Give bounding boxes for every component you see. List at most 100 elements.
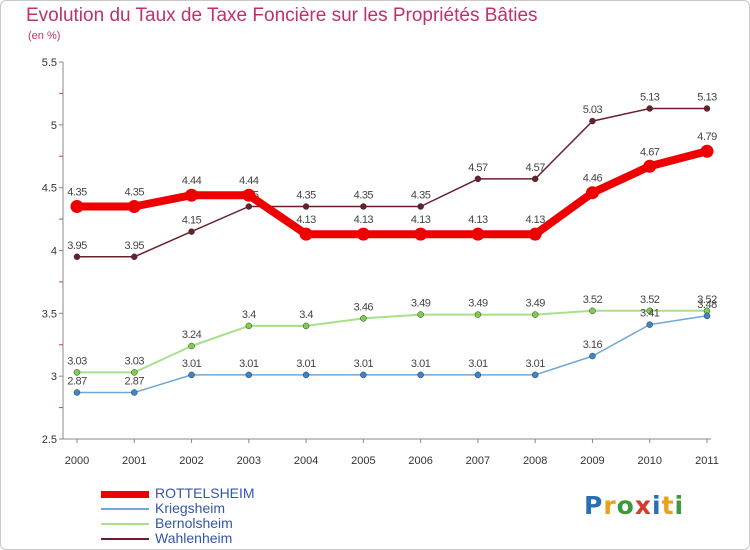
data-label-wahlenheim: 4.35 xyxy=(354,190,374,202)
data-point-rottelsheim xyxy=(127,200,141,214)
data-point-bernolsheim xyxy=(302,322,310,330)
data-point-rottelsheim xyxy=(414,227,428,241)
y-tick-label: 2.5 xyxy=(42,434,57,446)
logo-letter: P xyxy=(584,491,604,520)
data-point-kriegsheim xyxy=(531,371,539,379)
data-point-rottelsheim xyxy=(299,227,313,241)
legend-swatch xyxy=(101,523,149,525)
data-label-kriegsheim: 3.48 xyxy=(697,299,717,311)
data-point-bernolsheim xyxy=(531,311,539,318)
series-line-bernolsheim xyxy=(76,309,708,374)
data-label-rottelsheim: 4.13 xyxy=(354,214,374,226)
data-label-wahlenheim: 4.15 xyxy=(182,215,202,227)
data-point-wahlenheim xyxy=(589,117,596,125)
data-label-bernolsheim: 3.52 xyxy=(697,294,717,306)
data-point-rottelsheim xyxy=(585,186,599,200)
data-point-wahlenheim xyxy=(360,203,367,210)
x-tick-label: 2009 xyxy=(580,455,604,467)
x-tick-label: 2000 xyxy=(65,455,89,467)
logo-letter: x xyxy=(634,491,652,520)
data-point-bernolsheim xyxy=(417,311,424,318)
data-label-bernolsheim: 3.46 xyxy=(354,301,374,313)
data-label-kriegsheim: 2.87 xyxy=(67,376,87,388)
series-line-kriegsheim xyxy=(76,315,708,394)
data-label-wahlenheim: 3.95 xyxy=(67,240,87,252)
series-wahlenheim: 3.95 3.95 4.15 4.35 4.35 4.35 4.35 4.57 4.57 5.03… xyxy=(67,91,718,261)
data-label-wahlenheim: 4.35 xyxy=(296,190,316,202)
x-tick-label: 2011 xyxy=(695,455,719,467)
data-point-kriegsheim xyxy=(474,371,482,379)
data-label-rottelsheim: 4.46 xyxy=(583,173,603,185)
data-label-kriegsheim: 3.01 xyxy=(239,358,259,370)
data-point-bernolsheim xyxy=(188,342,195,350)
data-point-bernolsheim xyxy=(589,307,596,315)
data-point-kriegsheim xyxy=(245,371,253,379)
x-tick-label: 2003 xyxy=(237,455,261,467)
data-label-wahlenheim: 4.35 xyxy=(411,190,431,202)
data-label-wahlenheim: 5.03 xyxy=(583,104,603,116)
data-label-kriegsheim: 3.01 xyxy=(296,358,316,370)
data-label-kriegsheim: 3.16 xyxy=(583,339,603,351)
data-label-bernolsheim: 3.49 xyxy=(411,298,431,310)
data-label-bernolsheim: 3.4 xyxy=(299,309,313,321)
data-point-wahlenheim xyxy=(531,175,539,183)
data-label-kriegsheim: 3.01 xyxy=(354,358,374,370)
data-label-kriegsheim: 3.01 xyxy=(182,358,202,370)
logo-letter: i xyxy=(652,491,662,520)
legend-label: Bernolsheim xyxy=(155,515,233,531)
data-point-wahlenheim xyxy=(646,105,653,112)
legend-label: Kriegsheim xyxy=(155,500,226,516)
data-label-rottelsheim: 4.35 xyxy=(125,187,145,199)
data-point-bernolsheim xyxy=(646,307,653,315)
data-point-rottelsheim xyxy=(471,227,485,241)
proxiti-logo: Proxiti xyxy=(584,491,684,520)
data-point-kriegsheim xyxy=(131,389,138,396)
data-label-wahlenheim: 5.13 xyxy=(640,91,660,103)
data-label-kriegsheim: 3.01 xyxy=(411,358,431,370)
data-label-kriegsheim: 2.87 xyxy=(125,376,145,388)
logo-letter: i xyxy=(674,491,685,520)
y-tick-label: 5 xyxy=(51,120,57,132)
data-label-wahlenheim: 4.57 xyxy=(468,162,488,174)
data-label-rottelsheim: 4.13 xyxy=(411,214,431,226)
data-point-bernolsheim xyxy=(474,311,482,318)
data-point-wahlenheim xyxy=(245,203,253,210)
x-tick-label: 2007 xyxy=(466,455,490,467)
chart-unit: (en %) xyxy=(28,30,61,42)
data-label-bernolsheim: 3.03 xyxy=(125,355,145,367)
data-label-wahlenheim: 4.57 xyxy=(525,162,545,174)
data-point-wahlenheim xyxy=(474,175,482,183)
data-point-rottelsheim xyxy=(356,227,370,241)
data-point-kriegsheim xyxy=(302,371,310,379)
data-label-kriegsheim: 3.01 xyxy=(468,358,488,370)
series-kriegsheim: 2.87 2.87 3.01 3.01 3.01 3.01 3.01 3.01 3.01 3.16… xyxy=(67,299,718,396)
data-point-wahlenheim xyxy=(417,203,424,210)
x-tick-label: 2001 xyxy=(122,455,146,467)
data-point-rottelsheim xyxy=(700,144,714,158)
data-point-rottelsheim xyxy=(528,227,542,241)
data-label-bernolsheim: 3.52 xyxy=(583,294,603,306)
x-tick-label: 2008 xyxy=(523,455,547,467)
data-point-wahlenheim xyxy=(73,253,81,261)
x-tick-label: 2010 xyxy=(637,455,661,467)
data-point-wahlenheim xyxy=(131,253,138,261)
data-label-rottelsheim: 4.13 xyxy=(468,214,488,226)
data-label-bernolsheim: 3.03 xyxy=(67,355,87,367)
series-line-rottelsheim xyxy=(73,147,711,239)
data-point-rottelsheim xyxy=(70,200,84,214)
y-tick-label: 5.5 xyxy=(42,57,57,69)
data-label-kriegsheim: 3.01 xyxy=(525,358,545,370)
data-label-rottelsheim: 4.44 xyxy=(182,175,202,187)
data-label-bernolsheim: 3.52 xyxy=(640,294,660,306)
series-line-wahlenheim xyxy=(76,107,708,258)
x-tick-label: 2005 xyxy=(351,455,375,467)
y-tick-label: 3.5 xyxy=(42,308,57,320)
legend-swatch xyxy=(101,538,149,540)
legend-swatch xyxy=(101,508,149,510)
data-point-kriegsheim xyxy=(646,321,653,328)
x-tick-label: 2002 xyxy=(179,455,203,467)
series-bernolsheim: 3.03 3.033.243.4 3.43.46 3.49 3.49 3.49 3.52 3.… xyxy=(67,294,718,376)
series-rottelsheim: 4.35 4.35 4.44 4.44 4.13 4.13 4.13 4.13 4.13 4.46… xyxy=(67,131,718,241)
